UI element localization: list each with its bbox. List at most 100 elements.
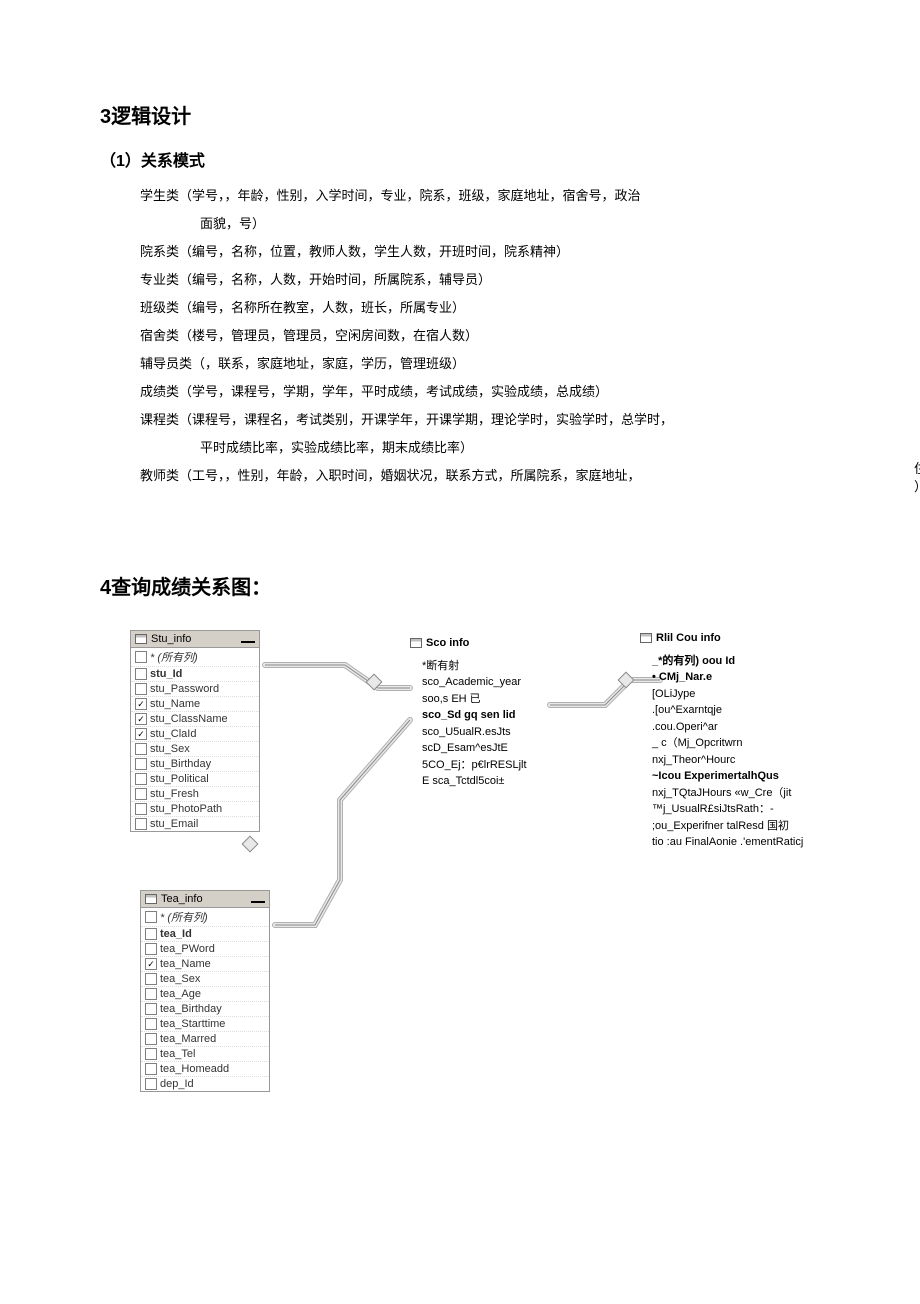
table-row[interactable]: tea_Marred — [141, 1032, 269, 1047]
checkbox-icon[interactable] — [135, 758, 147, 770]
column-label: stu_ClaId — [150, 728, 196, 740]
column-label: tea_Sex — [160, 973, 200, 985]
connector-joint-icon — [366, 674, 383, 691]
checkbox-icon[interactable] — [135, 773, 147, 785]
column-label: stu_Password — [150, 683, 219, 695]
column-label: sco_U5ualR.esJts — [410, 724, 527, 741]
table-row[interactable]: stu_Name — [131, 697, 259, 712]
column-label: *断有射 — [410, 658, 527, 675]
checkbox-icon[interactable] — [145, 1078, 157, 1090]
table-header[interactable]: Stu_info — [131, 631, 259, 648]
column-label: stu_Fresh — [150, 788, 199, 800]
checkbox-icon[interactable] — [135, 651, 147, 663]
section-3-title: 3逻辑设计 — [100, 100, 820, 129]
checkbox-icon[interactable] — [135, 728, 147, 740]
schema-item: 课程类（课程号，课程名，考试类别，开课学年，开课学期，理论学时，实验学时，总学时… — [140, 407, 820, 433]
checkbox-icon[interactable] — [135, 698, 147, 710]
table-title-label: Stu_info — [151, 633, 191, 645]
checkbox-icon[interactable] — [135, 743, 147, 755]
column-label: stu_Email — [150, 818, 198, 830]
checkbox-icon[interactable] — [145, 1033, 157, 1045]
checkbox-icon[interactable] — [145, 943, 157, 955]
column-label: • CMj_Nar.e — [640, 669, 803, 686]
table-sco-info: Sco info*断有射sco_Academic_yearsoo,s EH 已s… — [410, 635, 527, 790]
column-label: sco_Sd gq sen lid — [410, 707, 527, 724]
checkbox-icon[interactable] — [135, 668, 147, 680]
checkbox-icon[interactable] — [145, 911, 157, 923]
column-label: .[ou^Exarntqje — [640, 702, 803, 719]
checkbox-icon[interactable] — [145, 1018, 157, 1030]
connector-joint-icon — [618, 672, 635, 689]
column-label: _*的有列) oou Id — [640, 653, 803, 670]
table-row[interactable]: stu_Birthday — [131, 757, 259, 772]
column-label: tea_Tel — [160, 1048, 195, 1060]
column-label: tea_PWord — [160, 943, 215, 955]
connector-joint-icon — [242, 836, 259, 853]
table-row[interactable]: stu_Political — [131, 772, 259, 787]
schema-item: 宿舍类（楼号，管理员，管理员，空闲房间数，在宿人数） — [140, 323, 820, 349]
checkbox-icon[interactable] — [145, 1048, 157, 1060]
checkbox-icon[interactable] — [135, 683, 147, 695]
checkbox-icon[interactable] — [145, 958, 157, 970]
column-label: stu_Sex — [150, 743, 190, 755]
table-row[interactable]: stu_Email — [131, 817, 259, 831]
checkbox-icon[interactable] — [135, 818, 147, 830]
table-icon — [640, 633, 652, 643]
column-label: stu_Id — [150, 668, 182, 680]
checkbox-icon[interactable] — [135, 788, 147, 800]
table-row[interactable]: tea_Sex — [141, 972, 269, 987]
table-row[interactable]: tea_PWord — [141, 942, 269, 957]
schema-list: 学生类（学号，，年龄，性别，入学时间，专业，院系，班级，家庭地址，宿舍号，政治面… — [100, 183, 820, 489]
table-icon — [135, 634, 147, 644]
column-label: ;ou_Experifner talResd 国初 — [640, 818, 803, 835]
column-label: sco_Academic_year — [410, 674, 527, 691]
table-row[interactable]: stu_Sex — [131, 742, 259, 757]
column-label: E sca_Tctdl5coi± — [410, 773, 527, 790]
checkbox-icon[interactable] — [145, 1003, 157, 1015]
schema-item: 学生类（学号，，年龄，性别，入学时间，专业，院系，班级，家庭地址，宿舍号，政治 — [140, 183, 820, 209]
table-row[interactable]: tea_Id — [141, 927, 269, 942]
table-row[interactable]: stu_PhotoPath — [131, 802, 259, 817]
schema-item: 院系类（编号，名称，位置，教师人数，学生人数，开班时间，院系精神） — [140, 239, 820, 265]
side-note: 住宅 ） — [914, 460, 920, 496]
table-header: Rlil Cou info — [640, 630, 803, 647]
checkbox-icon[interactable] — [145, 973, 157, 985]
column-label: [OLiJype — [640, 686, 803, 703]
checkbox-icon[interactable] — [145, 988, 157, 1000]
checkbox-icon[interactable] — [135, 803, 147, 815]
table-row[interactable]: tea_Tel — [141, 1047, 269, 1062]
table-tea-info[interactable]: Tea_info* (所有列)tea_Idtea_PWordtea_Namete… — [140, 890, 270, 1092]
table-row[interactable]: stu_ClaId — [131, 727, 259, 742]
column-label: soo,s EH 已 — [410, 691, 527, 708]
schema-item: 成绩类（学号，课程号，学期，学年，平时成绩，考试成绩，实验成绩，总成绩） — [140, 379, 820, 405]
table-row[interactable]: tea_Starttime — [141, 1017, 269, 1032]
table-row[interactable]: tea_Name — [141, 957, 269, 972]
table-row[interactable]: tea_Homeadd — [141, 1062, 269, 1077]
table-row[interactable]: stu_Id — [131, 667, 259, 682]
table-row[interactable]: dep_Id — [141, 1077, 269, 1091]
table-row[interactable]: * (所有列) — [141, 908, 269, 927]
column-label: tea_Starttime — [160, 1018, 225, 1030]
table-header[interactable]: Tea_info — [141, 891, 269, 908]
table-header: Sco info — [410, 635, 527, 652]
table-row[interactable]: tea_Age — [141, 987, 269, 1002]
table-row[interactable]: stu_Password — [131, 682, 259, 697]
side-note-line: ） — [914, 478, 920, 496]
table-row[interactable]: * (所有列) — [131, 648, 259, 667]
column-label: * (所有列) — [150, 649, 198, 665]
table-row[interactable]: tea_Birthday — [141, 1002, 269, 1017]
table-title-label: Rlil Cou info — [656, 630, 721, 647]
column-label: .cou.Operi^ar — [640, 719, 803, 736]
schema-item: 教师类（工号，，性别，年龄，入职时间，婚姻状况，联系方式，所属院系，家庭地址， — [140, 463, 820, 489]
table-stu-info[interactable]: Stu_info * (所有列) stu_Id stu_Password stu_Nam… — [130, 630, 260, 832]
section-4-title: 4查询成绩关系图： — [100, 571, 820, 600]
column-label: tea_Homeadd — [160, 1063, 229, 1075]
checkbox-icon[interactable] — [145, 1063, 157, 1075]
table-row[interactable]: stu_Fresh — [131, 787, 259, 802]
minimize-icon[interactable] — [241, 641, 255, 643]
checkbox-icon[interactable] — [145, 928, 157, 940]
minimize-icon[interactable] — [251, 901, 265, 903]
checkbox-icon[interactable] — [135, 713, 147, 725]
table-row[interactable]: stu_ClassName — [131, 712, 259, 727]
table-title-label: Tea_info — [161, 893, 203, 905]
